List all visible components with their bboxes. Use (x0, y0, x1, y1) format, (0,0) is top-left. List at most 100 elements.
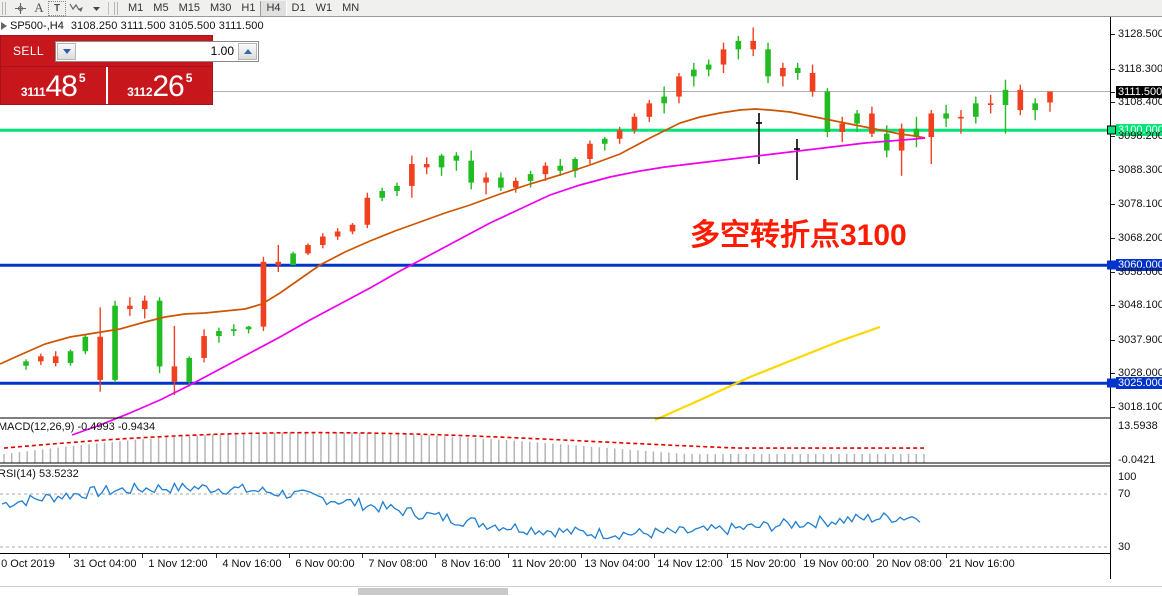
candlestick (661, 86, 667, 114)
timeframe-d1[interactable]: D1 (291, 2, 306, 14)
candlestick (483, 172, 489, 195)
buy-button[interactable]: BUY (262, 40, 309, 62)
time-axis-label: 4 Nov 16:00 (222, 558, 282, 570)
candlestick (334, 228, 341, 240)
moving-average-fast-line (0, 108, 926, 365)
ask-quote[interactable]: 3112 26 5 (105, 67, 213, 104)
indicator-icon[interactable] (66, 1, 87, 16)
bid-quote[interactable]: 3111 48 5 (1, 67, 106, 104)
candlestick (512, 177, 519, 193)
candlestick (780, 62, 786, 87)
time-axis-label: 7 Nov 08:00 (368, 558, 428, 570)
price-axis[interactable]: 3128.500 3118.300 3111.500 3108.400 3100.000… (1107, 17, 1162, 579)
time-axis-tick (800, 554, 801, 558)
time-axis[interactable]: 0 Oct 2019 31 Oct 04:00 1 Nov 12:00 4 Nov 1… (0, 553, 1110, 579)
price-axis-tick (1111, 271, 1115, 273)
price-axis-label: 3100.000 (1116, 124, 1162, 137)
chart-plot[interactable] (0, 17, 1162, 579)
crosshair-icon[interactable] (11, 1, 30, 16)
timeframe-m30[interactable]: M30 (209, 2, 232, 14)
candlestick (631, 113, 638, 134)
text-label-icon[interactable]: T (48, 0, 66, 16)
level-drag-handle[interactable] (1107, 378, 1116, 388)
timeframe-m15[interactable]: M15 (178, 2, 200, 14)
collapse-arrow-icon[interactable] (1, 22, 7, 30)
candlestick (394, 182, 400, 197)
time-axis-tick (142, 554, 143, 558)
chart-annotation-text[interactable]: 多空转折点3100 (690, 219, 907, 252)
candlestick (23, 359, 29, 370)
timeframe-h4[interactable]: H4 (260, 0, 287, 16)
symbol-ohlc-line: SP500-,H4 3108.250 3111.500 3105.500 311… (0, 19, 264, 33)
ask-price-prefix: 3112 (127, 85, 153, 99)
candlestick (809, 64, 816, 97)
price-axis-tick (1111, 136, 1115, 138)
candlestick (898, 123, 905, 176)
time-axis-tick (873, 554, 874, 558)
timeframe-w1[interactable]: W1 (315, 2, 333, 14)
time-axis-tick (508, 554, 509, 558)
time-axis-label: 15 Nov 20:00 (730, 558, 796, 570)
text-tool-icon[interactable]: A (34, 0, 44, 15)
candlestick (453, 152, 460, 171)
candlestick (987, 94, 994, 114)
candlestick (839, 116, 846, 143)
candlestick (82, 334, 89, 355)
chart-canvas-area[interactable]: MACD(12,26,9) -0.4993 -0.9434 RSI(14) 53… (0, 17, 1162, 579)
dropdown-arrow-icon[interactable] (87, 1, 105, 16)
price-axis-label: 3037.900 (1118, 333, 1162, 346)
candlestick (794, 62, 801, 80)
time-axis-tick (362, 554, 363, 558)
time-axis-tick (581, 554, 582, 558)
time-axis-tick (654, 554, 655, 558)
candlestick (97, 307, 104, 392)
sell-button[interactable]: SELL (5, 40, 52, 62)
trend-line (654, 325, 881, 422)
candlestick (52, 351, 59, 367)
price-axis-label: 3048.100 (1118, 299, 1162, 312)
level-drag-handle[interactable] (1107, 125, 1116, 135)
candlestick (186, 356, 193, 387)
candlestick (349, 223, 356, 235)
rsi-indicator-label: RSI(14) 53.5232 (0, 468, 79, 480)
volume-increase-button[interactable] (238, 42, 257, 60)
volume-decrease-button[interactable] (57, 42, 76, 60)
scrollbar-thumb[interactable] (358, 588, 508, 595)
toolbar-separator (108, 1, 109, 15)
candlestick (112, 300, 118, 383)
candlestick (423, 157, 430, 175)
timeframe-grip[interactable] (114, 1, 120, 15)
toolbar-grip[interactable] (2, 1, 8, 15)
rsi-axis-label-70: 70 (1118, 488, 1131, 500)
time-axis-label: 21 Nov 16:00 (949, 558, 1015, 570)
price-axis-tick (1111, 204, 1115, 206)
level-drag-handle[interactable] (1107, 260, 1116, 270)
candlestick (379, 187, 385, 202)
candlestick (750, 27, 756, 57)
timeframe-m5[interactable]: M5 (153, 2, 169, 14)
candlestick (156, 297, 163, 374)
volume-input[interactable] (77, 41, 237, 61)
price-axis-label: 3118.300 (1118, 62, 1162, 75)
candlestick (616, 126, 623, 144)
candlestick (542, 162, 549, 181)
rsi-axis-label-100: 100 (1118, 471, 1137, 483)
candlestick (646, 99, 653, 122)
trade-panel-controls: SELL BUY (1, 36, 298, 66)
price-axis-tick (1111, 406, 1115, 408)
rsi-line (1, 481, 921, 541)
candlestick (765, 42, 771, 84)
timeframe-h1[interactable]: H1 (241, 2, 256, 14)
price-axis-tick (1111, 237, 1115, 239)
time-axis-tick (69, 554, 70, 558)
time-axis-label: 31 Oct 04:00 (73, 558, 137, 570)
timeframe-mn[interactable]: MN (342, 2, 360, 14)
price-axis-label: 3108.400 (1118, 95, 1162, 108)
time-axis-tick (435, 554, 436, 558)
candlestick (676, 72, 682, 104)
candlestick (141, 295, 148, 319)
timeframe-m1[interactable]: M1 (128, 2, 144, 14)
volume-stepper[interactable] (55, 40, 259, 62)
candlestick (720, 42, 727, 73)
horizontal-scrollbar[interactable] (0, 586, 1162, 596)
